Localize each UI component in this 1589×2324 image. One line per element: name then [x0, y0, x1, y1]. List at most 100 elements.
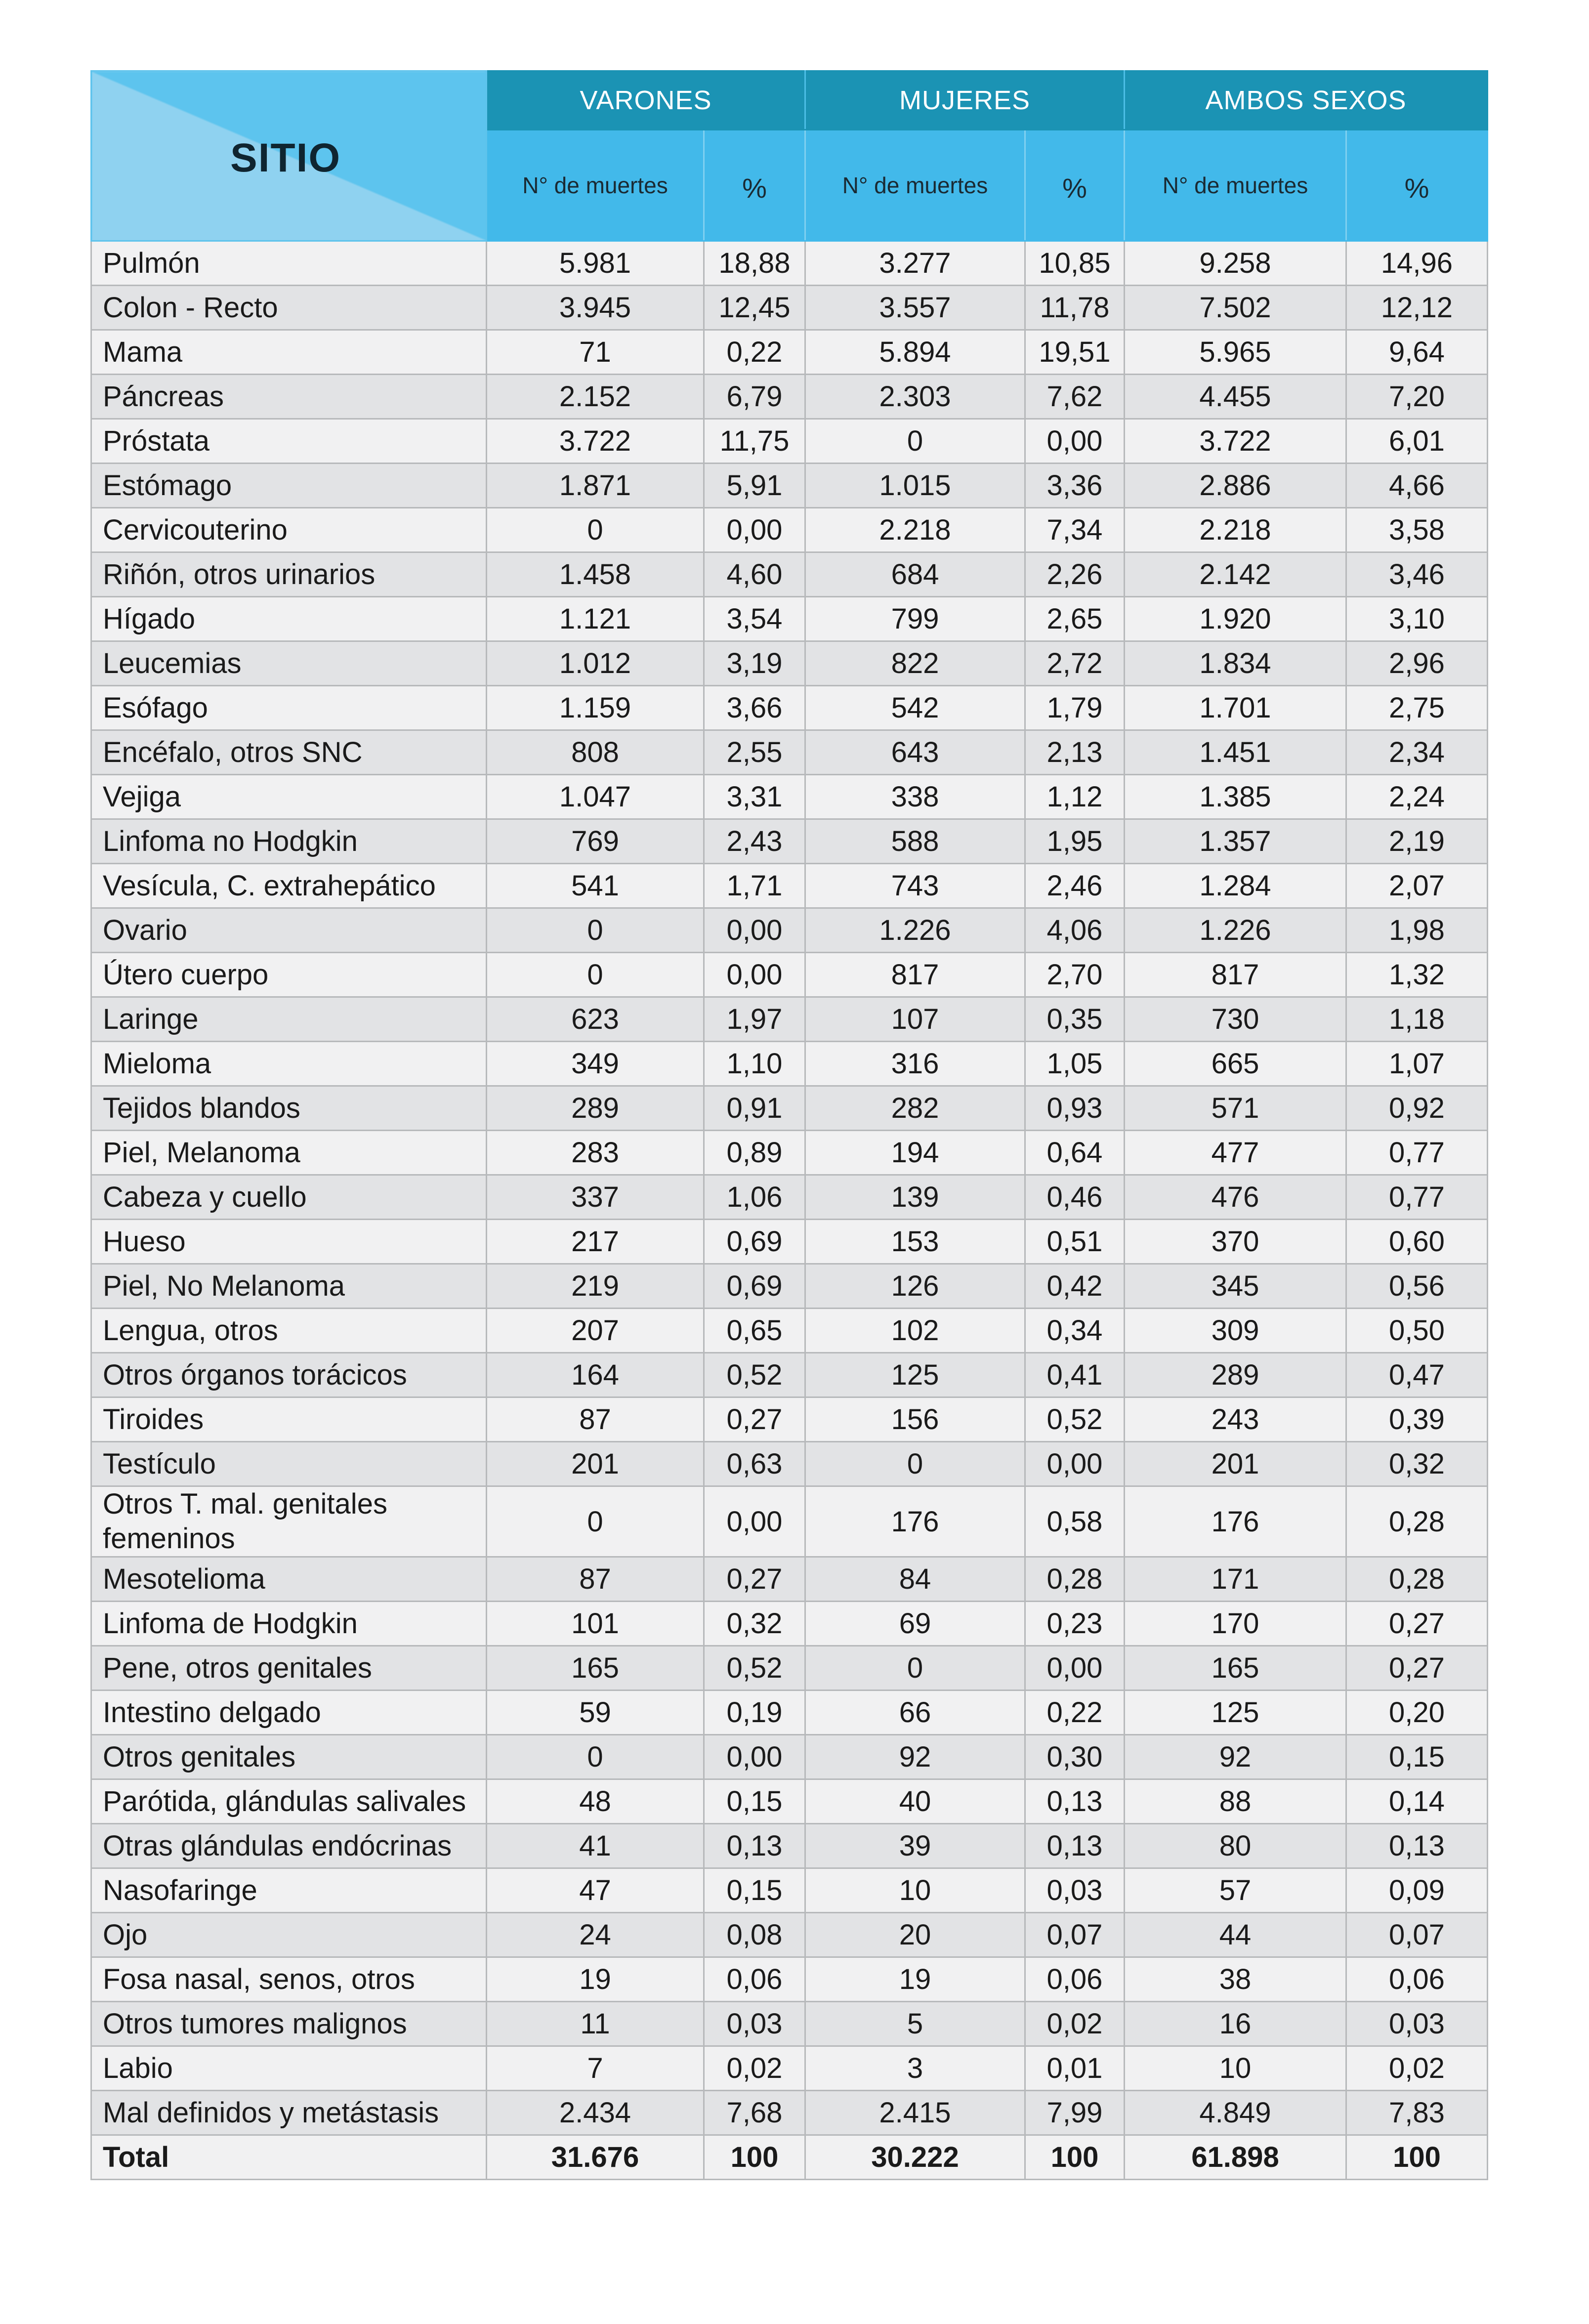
pct-mujeres-cell: 0,06 [1024, 1956, 1125, 2002]
deaths-mujeres-cell: 19 [804, 1956, 1026, 2002]
site-name-cell: Leucemias [90, 640, 487, 686]
deaths-varones-cell: 808 [486, 729, 705, 775]
pct-mujeres-cell: 0,00 [1024, 1441, 1125, 1487]
site-name-cell: Encéfalo, otros SNC [90, 729, 487, 775]
deaths-mujeres-cell: 643 [804, 729, 1026, 775]
site-name-cell: Hígado [90, 596, 487, 642]
pct-varones-cell: 0,69 [703, 1263, 806, 1309]
pct-varones-cell: 0,15 [703, 1867, 806, 1913]
deaths-mujeres-cell: 69 [804, 1601, 1026, 1647]
deaths-varones-cell: 11 [486, 2001, 705, 2047]
pct-mujeres-cell: 0,93 [1024, 1085, 1125, 1131]
site-name-cell: Otros T. mal. genitales femeninos [90, 1485, 487, 1558]
deaths-varones-cell: 19 [486, 1956, 705, 2002]
deaths-mujeres-cell: 588 [804, 818, 1026, 864]
site-name-cell: Labio [90, 2045, 487, 2091]
deaths-mujeres-cell: 66 [804, 1690, 1026, 1735]
table-row: Colon - Recto 3.945 12,45 3.557 11,78 7.502 12… [90, 285, 1488, 331]
pct-varones-cell: 0,89 [703, 1130, 806, 1176]
site-name-cell: Lengua, otros [90, 1308, 487, 1353]
pct-mujeres-cell: 0,01 [1024, 2045, 1125, 2091]
pct-mujeres-cell: 0,13 [1024, 1778, 1125, 1824]
deaths-mujeres-cell: 684 [804, 551, 1026, 597]
pct-varones-cell: 6,79 [703, 374, 806, 420]
deaths-varones-cell: 87 [486, 1556, 705, 1602]
deaths-varones-cell: 349 [486, 1041, 705, 1087]
pct-mujeres-cell: 0,64 [1024, 1130, 1125, 1176]
pct-varones-cell: 0,27 [703, 1556, 806, 1602]
deaths-varones-cell: 101 [486, 1601, 705, 1647]
deaths-mujeres-cell: 194 [804, 1130, 1026, 1176]
site-name-cell: Linfoma de Hodgkin [90, 1601, 487, 1647]
deaths-mujeres-cell: 542 [804, 685, 1026, 731]
deaths-varones-cell: 769 [486, 818, 705, 864]
deaths-varones-cell: 41 [486, 1823, 705, 1869]
pct-mujeres-cell: 3,36 [1024, 463, 1125, 508]
deaths-mujeres-cell: 126 [804, 1263, 1026, 1309]
pct-varones-cell: 0,63 [703, 1441, 806, 1487]
deaths-varones-cell: 337 [486, 1174, 705, 1220]
deaths-mujeres-cell: 282 [804, 1085, 1026, 1131]
pct-mujeres-cell: 7,62 [1024, 374, 1125, 420]
table-row: Cabeza y cuello 337 1,06 139 0,46 476 0,77 [90, 1174, 1488, 1220]
deaths-ambos-cell: 1.385 [1124, 774, 1347, 820]
deaths-ambos-cell: 61.898 [1124, 2134, 1347, 2180]
deaths-mujeres-cell: 2.415 [804, 2090, 1026, 2136]
deaths-ambos-cell: 1.451 [1124, 729, 1347, 775]
site-name-cell: Piel, No Melanoma [90, 1263, 487, 1309]
pct-varones-cell: 0,15 [703, 1778, 806, 1824]
deaths-ambos-cell: 170 [1124, 1601, 1347, 1647]
table-row: Fosa nasal, senos, otros 19 0,06 19 0,06 38 0,… [90, 1956, 1488, 2002]
deaths-ambos-cell: 201 [1124, 1441, 1347, 1487]
pct-varones-cell: 0,19 [703, 1690, 806, 1735]
deaths-varones-cell: 165 [486, 1645, 705, 1691]
deaths-ambos-cell: 10 [1124, 2045, 1347, 2091]
site-column-header: SITIO [90, 70, 487, 242]
pct-mujeres-cell: 11,78 [1024, 285, 1125, 331]
table-row: Linfoma de Hodgkin 101 0,32 69 0,23 170 0,27 [90, 1601, 1488, 1647]
pct-varones-cell: 1,97 [703, 996, 806, 1042]
table-row: Otros tumores malignos 11 0,03 5 0,02 16 0,03 [90, 2001, 1488, 2047]
pct-mujeres-cell: 7,34 [1024, 507, 1125, 553]
deaths-ambos-cell: 476 [1124, 1174, 1347, 1220]
deaths-ambos-cell: 171 [1124, 1556, 1347, 1602]
deaths-mujeres-cell: 3 [804, 2045, 1026, 2091]
table-row: Intestino delgado 59 0,19 66 0,22 125 0,20 [90, 1690, 1488, 1735]
pct-ambos-cell: 0,13 [1345, 1823, 1488, 1869]
pct-mujeres-cell: 0,00 [1024, 1645, 1125, 1691]
pct-ambos-cell: 0,28 [1345, 1556, 1488, 1602]
site-name-cell: Mieloma [90, 1041, 487, 1087]
table-row: Testículo 201 0,63 0 0,00 201 0,32 [90, 1441, 1488, 1487]
table-row: Otros T. mal. genitales femeninos 0 0,00 17… [90, 1485, 1488, 1558]
subheader-deaths-mujeres: N° de muertes [804, 129, 1026, 242]
pct-ambos-cell: 0,20 [1345, 1690, 1488, 1735]
deaths-varones-cell: 3.945 [486, 285, 705, 331]
deaths-varones-cell: 1.012 [486, 640, 705, 686]
pct-mujeres-cell: 0,02 [1024, 2001, 1125, 2047]
pct-varones-cell: 11,75 [703, 418, 806, 464]
site-name-cell: Otros genitales [90, 1734, 487, 1780]
pct-varones-cell: 0,22 [703, 329, 806, 375]
pct-ambos-cell: 2,75 [1345, 685, 1488, 731]
deaths-mujeres-cell: 3.557 [804, 285, 1026, 331]
site-name-cell: Intestino delgado [90, 1690, 487, 1735]
pct-ambos-cell: 0,15 [1345, 1734, 1488, 1780]
pct-ambos-cell: 0,56 [1345, 1263, 1488, 1309]
table-row: Riñón, otros urinarios 1.458 4,60 684 2,26 2.… [90, 551, 1488, 597]
deaths-mujeres-cell: 10 [804, 1867, 1026, 1913]
pct-mujeres-cell: 0,23 [1024, 1601, 1125, 1647]
deaths-ambos-cell: 477 [1124, 1130, 1347, 1176]
pct-varones-cell: 4,60 [703, 551, 806, 597]
pct-mujeres-cell: 2,46 [1024, 863, 1125, 909]
pct-ambos-cell: 2,19 [1345, 818, 1488, 864]
pct-varones-cell: 0,02 [703, 2045, 806, 2091]
deaths-varones-cell: 1.121 [486, 596, 705, 642]
table-row: Linfoma no Hodgkin 769 2,43 588 1,95 1.357 2,1… [90, 818, 1488, 864]
mortality-table: SITIO VARONES MUJERES AMBOS SEXOS N° de … [90, 70, 1488, 2180]
pct-mujeres-cell: 2,26 [1024, 551, 1125, 597]
deaths-ambos-cell: 88 [1124, 1778, 1347, 1824]
deaths-varones-cell: 1.047 [486, 774, 705, 820]
deaths-varones-cell: 0 [486, 952, 705, 998]
site-name-cell: Nasofaringe [90, 1867, 487, 1913]
pct-mujeres-cell: 0,42 [1024, 1263, 1125, 1309]
